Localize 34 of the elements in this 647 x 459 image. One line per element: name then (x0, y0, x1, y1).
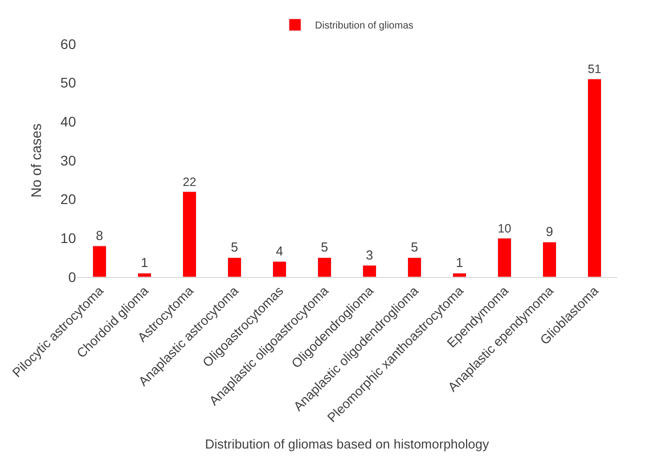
bar (588, 78, 602, 277)
data-label: 22 (182, 174, 196, 189)
data-label: 8 (96, 228, 104, 243)
bar (498, 238, 512, 277)
y-axis-title: No of cases (28, 124, 44, 198)
y-tick-label: 0 (68, 268, 76, 285)
bar (182, 191, 196, 277)
x-axis-title: Distribution of gliomas based on histomorphology (205, 436, 490, 452)
bar (362, 265, 376, 277)
data-label: 10 (498, 221, 512, 236)
data-label: 51 (588, 62, 602, 76)
y-tick-label: 50 (60, 74, 76, 91)
data-label: 5 (410, 240, 418, 255)
bar (452, 272, 466, 277)
bar (272, 261, 286, 277)
data-label: 9 (546, 224, 554, 240)
y-tick-label: 30 (60, 152, 76, 168)
bar (408, 257, 422, 277)
bar (138, 272, 152, 277)
y-tick-label: 60 (60, 36, 76, 52)
legend-label: Distribution of gliomas (315, 20, 414, 32)
bar (542, 242, 556, 277)
bar (318, 257, 332, 277)
y-tick-label: 40 (60, 114, 76, 130)
bar (228, 257, 242, 277)
data-label: 1 (140, 255, 148, 270)
bar (92, 246, 106, 277)
data-label: 3 (366, 247, 374, 262)
data-label: 4 (276, 243, 284, 258)
data-label: 5 (230, 240, 238, 255)
data-label: 5 (320, 240, 328, 255)
data-label: 1 (456, 255, 464, 270)
y-tick-label: 10 (60, 230, 76, 246)
y-tick-label: 20 (60, 191, 76, 208)
